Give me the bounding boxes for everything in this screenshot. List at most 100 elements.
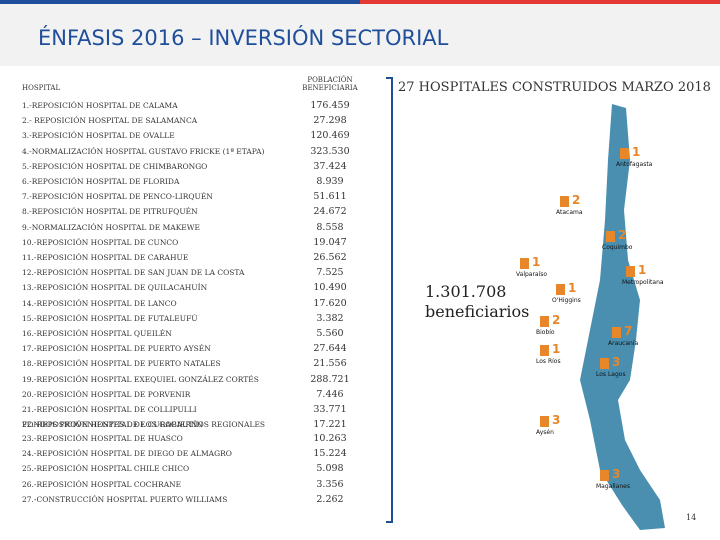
hospital-name: 26.-REPOSICIÓN HOSPITAL COCHRANE (22, 479, 182, 489)
hospital-name: 4.-NORMALIZACIÓN HOSPITAL GUSTAVO FRICKE… (22, 146, 265, 156)
map-chile (580, 104, 665, 530)
region-name: Magallanes (596, 483, 630, 490)
beneficiaries: 17.221 (313, 419, 347, 431)
column-header: POBLACIÓN BENEFICIARIA (302, 76, 358, 92)
beneficiaries: 24.672 (313, 206, 347, 218)
page-number: 14 (686, 513, 697, 522)
hospital-name: 2.- REPOSICIÓN HOSPITAL DE SALAMANCA (22, 116, 198, 126)
hospital-name: 21.-REPOSICIÓN HOSPITAL DE COLLIPULLI (22, 405, 197, 414)
hospital-name: 23.-REPOSICIÓN HOSPITAL DE HUASCO (22, 434, 183, 443)
hospital-icon (520, 258, 529, 269)
hospital-name: 11.-REPOSICIÓN HOSPITAL DE CARAHUE (22, 253, 189, 262)
hospital-icon (560, 196, 569, 207)
title-band (0, 0, 720, 66)
beneficiaries: 51.611 (313, 191, 347, 203)
hospital-name: 20.-REPOSICIÓN HOSPITAL DE PORVENIR (22, 389, 191, 399)
hospital-name: 18.-REPOSICIÓN HOSPITAL DE PUERTO NATALE… (22, 359, 221, 369)
hospital-icon (620, 148, 629, 159)
hospital-icon (600, 470, 609, 481)
hospital-icon (540, 316, 549, 327)
total: 1.301.708 (425, 282, 507, 301)
beneficiaries: 120.469 (310, 130, 350, 142)
hospital-name: 25.-REPOSICIÓN HOSPITAL CHILE CHICO (22, 464, 190, 474)
hospital-name: 22.-REPOSICIÓN HOSPITAL DE CURACAUTÍN (22, 420, 203, 430)
hospital-name: 15.-REPOSICIÓN HOSPITAL DE FUTALEUFÚ (22, 313, 198, 323)
hospital-name: 24.-REPOSICIÓN HOSPITAL DE DIEGO DE ALMA… (22, 449, 232, 459)
region-count: 7 (624, 324, 633, 338)
hospital-icon (600, 358, 609, 369)
region-name: Valparaíso (516, 271, 548, 278)
region-count: 1 (568, 281, 577, 295)
hospital-name: 16.-REPOSICIÓN HOSPITAL QUEILÉN (22, 329, 172, 338)
top-stripe (0, 0, 720, 4)
total-label: beneficiarios (425, 302, 530, 321)
region-count: 2 (572, 193, 581, 207)
title: ÉNFASIS 2016 – INVERSIÓN SECTORIAL (38, 26, 449, 50)
hospital-name: 9.-NORMALIZACIÓN HOSPITAL DE MAKEWE (22, 222, 200, 232)
beneficiaries: 27.298 (313, 115, 347, 127)
beneficiaries: 27.644 (313, 343, 347, 355)
region-name: Aysén (536, 429, 554, 436)
region-name: Atacama (556, 209, 583, 216)
region-name: Araucanía (608, 340, 639, 347)
beneficiaries: 3.382 (316, 312, 344, 324)
region-count: 1 (532, 255, 541, 269)
beneficiaries: 176.459 (310, 100, 350, 111)
region-count: 1 (638, 263, 647, 277)
region-count: 2 (552, 313, 561, 327)
beneficiaries: 5.560 (316, 328, 344, 339)
hospital-icon (556, 284, 565, 295)
hospital-name: 5.-REPOSICIÓN HOSPITAL DE CHIMBARONGO (22, 161, 208, 171)
region-count: 1 (632, 145, 641, 159)
hospital-name: 27.-CONSTRUCCIÓN HOSPITAL PUERTO WILLIAM… (22, 494, 228, 504)
region-name: Los Lagos (596, 371, 626, 378)
hospital-icon (540, 416, 549, 427)
region-count: 3 (612, 467, 621, 481)
hospital-name: 17.-REPOSICIÓN HOSPITAL DE PUERTO AYSÉN (22, 344, 211, 354)
beneficiaries: 21.556 (313, 358, 347, 370)
hospital-name: 7.-REPOSICIÓN HOSPITAL DE PENCO-LIRQUÉN (22, 192, 213, 202)
beneficiaries: 3.356 (316, 478, 344, 490)
beneficiaries: 7.446 (316, 388, 344, 400)
beneficiaries: 7.525 (316, 267, 344, 279)
beneficiaries: 19.047 (313, 236, 347, 248)
beneficiaries: 10.490 (313, 282, 347, 294)
hospital-icon (606, 231, 615, 242)
beneficiaries: 323.530 (310, 145, 350, 157)
beneficiaries: 8.939 (316, 176, 344, 187)
hospital-name: 14.-REPOSICIÓN HOSPITAL DE LANCO (22, 298, 177, 308)
hospital-name: 3.-REPOSICIÓN HOSPITAL DE OVALLE (22, 131, 175, 141)
bracket (386, 77, 393, 523)
beneficiaries: 17.620 (313, 297, 347, 309)
hospital-icon (612, 327, 621, 338)
hospital-name: 6.-REPOSICIÓN HOSPITAL DE FLORIDA (22, 177, 180, 186)
region-name: O'Higgins (552, 297, 581, 304)
region-count: 3 (552, 413, 561, 427)
region-count: 3 (612, 355, 621, 369)
column-header: HOSPITAL (22, 84, 61, 92)
region-name: Biobío (536, 329, 555, 336)
beneficiaries: 33.771 (313, 404, 347, 415)
region-name: Antofagasta (616, 161, 653, 168)
beneficiaries: 8.558 (316, 221, 344, 233)
hospital-name: 1.-REPOSICIÓN HOSPITAL DE CALAMA (22, 101, 178, 110)
summary-title: 27 HOSPITALES CONSTRUIDOS MARZO 2018 (398, 80, 711, 95)
beneficiaries: 15.224 (313, 448, 347, 460)
beneficiaries: 288.721 (310, 373, 350, 385)
hospital-name: 19.-REPOSICIÓN HOSPITAL EXEQUIEL GONZÁLE… (22, 374, 259, 384)
region-count: 1 (552, 342, 561, 356)
hospital-name: 12.-REPOSICIÓN HOSPITAL DE SAN JUAN DE L… (22, 268, 245, 278)
beneficiaries: 26.562 (313, 252, 347, 263)
beneficiaries: 10.263 (313, 433, 347, 444)
beneficiaries: 5.098 (316, 463, 344, 475)
beneficiaries: 37.424 (313, 160, 347, 172)
hospital-name: 13.-REPOSICIÓN HOSPITAL DE QUILACAHUÍN (22, 283, 208, 293)
hospital-name: 8.-REPOSICIÓN HOSPITAL DE PITRUFQUÉN (22, 207, 198, 217)
hospital-name: 10.-REPOSICIÓN HOSPITAL DE CUNCO (22, 237, 179, 247)
region-name: Los Ríos (536, 358, 561, 365)
hospital-icon (540, 345, 549, 356)
hospital-icon (626, 266, 635, 277)
region-count: 2 (618, 228, 627, 242)
